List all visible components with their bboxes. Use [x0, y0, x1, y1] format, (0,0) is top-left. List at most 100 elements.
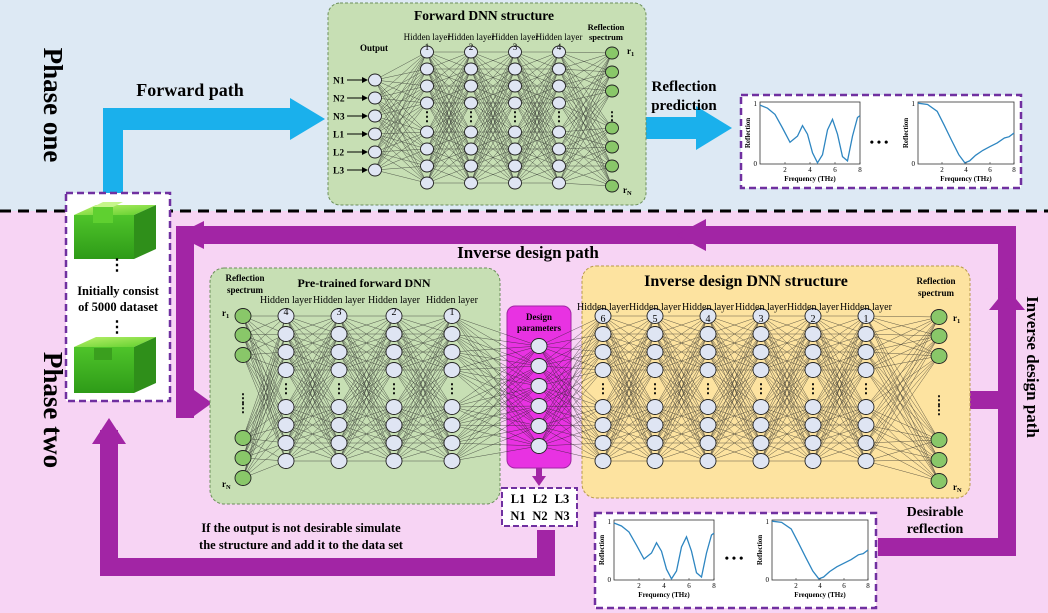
pretrained-hidden-label: 3 — [337, 307, 342, 318]
forward-input-labels: N1 N2 N3 L1 L2 L3 — [333, 77, 368, 177]
phase-two-network: ⋮⋮ ⋮ ⋮ ⋮ ⋮ ⋮ ⋮ ⋮ ⋮ ⋮⋮⋮ ⋮ — [234, 308, 948, 489]
inverse-hidden-layer-1: ⋮ — [857, 308, 875, 469]
dataset-label-line1: Initially consist — [77, 284, 159, 298]
neuron — [646, 435, 664, 451]
neuron — [752, 417, 770, 433]
neuron — [752, 308, 770, 324]
forward-hidden-label: Hidden layer — [492, 32, 539, 42]
pretrained-hidden-label: 1 — [450, 307, 455, 318]
neuron — [330, 417, 348, 433]
forward-network: ⋮ ⋮ ⋮ ⋮ ⋮ — [368, 45, 619, 193]
inverse-path-top-label: Inverse design path — [457, 243, 599, 262]
inverse-hidden-layer-3: ⋮ — [752, 308, 770, 469]
neuron — [330, 435, 348, 451]
pretrained-hidden-layer-4: ⋮ — [277, 308, 295, 469]
neuron — [552, 96, 566, 110]
neuron — [443, 435, 461, 451]
neuron — [508, 159, 522, 173]
neuron — [699, 453, 717, 469]
network-connections — [242, 315, 940, 482]
layer-ellipsis: ⋮ — [446, 381, 459, 396]
desired-plots-ellipsis: • • • — [725, 551, 744, 565]
neuron — [464, 125, 478, 139]
neuron — [930, 473, 948, 489]
inverse-r-first: r1 — [953, 313, 960, 325]
neuron — [594, 417, 612, 433]
inverse-hidden-label: Hidden layer — [787, 302, 840, 313]
forward-input-layer — [368, 73, 382, 177]
forward-hidden-label: 4 — [557, 42, 562, 52]
forward-input-arrowhead — [362, 149, 368, 155]
neuron — [385, 399, 403, 415]
neuron — [752, 344, 770, 360]
neuron — [605, 65, 619, 79]
neuron — [552, 62, 566, 76]
neuron — [368, 163, 382, 177]
neuron — [464, 79, 478, 93]
forward-input-label: L3 — [333, 167, 344, 177]
neuron — [420, 45, 434, 59]
neuron — [368, 127, 382, 141]
pretrained-r-first: r1 — [222, 308, 229, 320]
desirable-reflection-line1: Desirable — [907, 505, 964, 520]
neuron — [804, 362, 822, 378]
neuron — [646, 308, 664, 324]
neuron — [646, 344, 664, 360]
pretrained-hidden-layer-3: ⋮ — [330, 308, 348, 469]
forward-input-arrowhead — [362, 77, 368, 83]
neuron — [552, 176, 566, 190]
forward-input-label: N2 — [333, 95, 345, 105]
forward-spectrum-label-2: spectrum — [589, 32, 623, 42]
inverse-hidden-layer-4: ⋮ — [699, 308, 717, 469]
neuron — [646, 417, 664, 433]
neuron — [594, 435, 612, 451]
neuron — [508, 142, 522, 156]
design-parameters-label-1: Design — [526, 312, 552, 322]
inverse-hidden-label: 4 — [706, 314, 711, 325]
x-tick-label: 4 — [818, 582, 822, 590]
phase-two-label: Phase two — [38, 352, 68, 468]
x-tick-label: 6 — [687, 582, 691, 590]
neuron — [594, 399, 612, 415]
neuron — [234, 327, 252, 343]
y-tick-label: 0 — [608, 576, 612, 584]
neuron — [804, 344, 822, 360]
neuron — [804, 308, 822, 324]
neuron — [699, 399, 717, 415]
y-tick-label: 1 — [608, 518, 612, 526]
layer-ellipsis: ⋮ — [553, 109, 566, 124]
neuron — [752, 453, 770, 469]
neuron — [385, 326, 403, 342]
x-axis-label: Frequency (THz) — [794, 591, 846, 599]
forward-hidden-label: Hidden layer — [448, 32, 495, 42]
neuron — [605, 159, 619, 173]
x-tick-label: 2 — [940, 166, 944, 174]
neuron — [368, 73, 382, 87]
neuron — [530, 418, 548, 434]
pretrained-hidden-label: Hidden layer — [313, 295, 366, 306]
neuron — [330, 453, 348, 469]
y-tick-label: 1 — [766, 518, 770, 526]
neuron — [420, 142, 434, 156]
neuron — [699, 417, 717, 433]
neuron — [804, 453, 822, 469]
forward-input-arrowhead — [362, 95, 368, 101]
neuron — [420, 176, 434, 190]
neuron — [930, 309, 948, 325]
inverse-hidden-label: 1 — [864, 314, 869, 325]
neuron — [443, 399, 461, 415]
y-tick-label: 0 — [912, 160, 916, 168]
design-output-arrow — [532, 468, 546, 486]
inverse-hidden-label: Hidden layer — [577, 302, 630, 313]
neuron — [385, 453, 403, 469]
neuron — [330, 399, 348, 415]
pretrained-hidden-label: Hidden layer — [368, 295, 421, 306]
x-tick-label: 2 — [637, 582, 641, 590]
pretrained-spectrum-layer: ⋮ — [234, 308, 252, 486]
neuron — [508, 96, 522, 110]
layer-ellipsis: ⋮ — [860, 381, 873, 396]
